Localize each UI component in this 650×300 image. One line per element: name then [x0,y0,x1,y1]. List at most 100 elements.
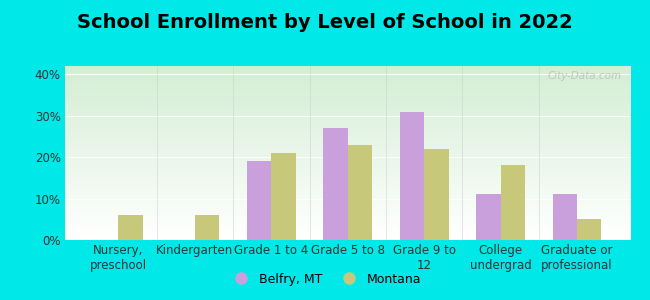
Bar [65,80,630,82]
Bar [65,111,630,113]
Bar [65,195,630,197]
Bar [65,170,630,172]
Bar [65,235,630,236]
Bar [65,103,630,104]
Bar [65,202,630,203]
Bar [65,233,630,235]
Bar [65,134,630,136]
Bar [65,221,630,223]
Bar [247,161,271,240]
Bar [65,238,630,240]
Bar [65,85,630,87]
Bar [65,205,630,207]
Bar [271,153,296,240]
Bar [65,160,630,162]
Bar [65,139,630,141]
Bar [65,92,630,94]
Bar [65,224,630,226]
Bar [195,215,219,240]
Bar [65,125,630,127]
Bar [65,123,630,125]
Bar [65,188,630,190]
Legend: Belfry, MT, Montana: Belfry, MT, Montana [224,268,426,291]
Bar [65,144,630,146]
Bar [65,90,630,92]
Bar [65,203,630,205]
Bar [65,230,630,231]
Bar [65,120,630,122]
Bar [65,186,630,188]
Bar [65,172,630,174]
Bar [65,148,630,149]
Bar [65,210,630,212]
Bar [65,110,630,111]
Bar [65,207,630,209]
Bar [65,196,630,198]
Bar [65,219,630,221]
Bar [65,104,630,106]
Bar [65,218,630,219]
Bar [65,214,630,216]
Bar [424,149,448,240]
Bar [65,82,630,83]
Bar [65,71,630,73]
Bar [65,96,630,97]
Bar [323,128,348,240]
Bar [65,176,630,177]
Bar [65,94,630,96]
Bar [65,108,630,109]
Bar [65,193,630,195]
Bar [65,116,630,118]
Bar [65,231,630,233]
Bar [65,130,630,132]
Bar [65,73,630,75]
Bar [65,66,630,68]
Bar [65,88,630,90]
Bar [65,99,630,101]
Bar [65,83,630,85]
Bar [65,132,630,134]
Bar [65,183,630,184]
Bar [65,75,630,76]
Bar [65,174,630,176]
Text: City-Data.com: City-Data.com [548,71,622,81]
Bar [65,115,630,116]
Bar [65,142,630,144]
Bar [65,162,630,164]
Bar [65,167,630,169]
Bar [65,190,630,191]
Bar [65,76,630,78]
Bar [65,146,630,148]
Bar [65,184,630,186]
Bar [65,226,630,228]
Bar [65,177,630,179]
Text: School Enrollment by Level of School in 2022: School Enrollment by Level of School in … [77,14,573,32]
Bar [65,87,630,88]
Bar [65,164,630,165]
Bar [65,149,630,151]
Bar [65,101,630,103]
Bar [65,209,630,210]
Bar [65,155,630,157]
Bar [65,179,630,181]
Bar [65,122,630,123]
Bar [65,169,630,170]
Bar [476,194,500,240]
Bar [65,78,630,80]
Bar [65,223,630,224]
Bar [65,127,630,129]
Bar [65,216,630,218]
Bar [65,181,630,183]
Bar [65,70,630,71]
Bar [577,219,601,240]
Bar [65,106,630,108]
Bar [65,141,630,142]
Bar [65,198,630,200]
Bar [65,228,630,230]
Bar [65,97,630,99]
Bar [65,137,630,139]
Bar [348,145,372,240]
Bar [65,113,630,115]
Bar [65,157,630,158]
Bar [65,151,630,153]
